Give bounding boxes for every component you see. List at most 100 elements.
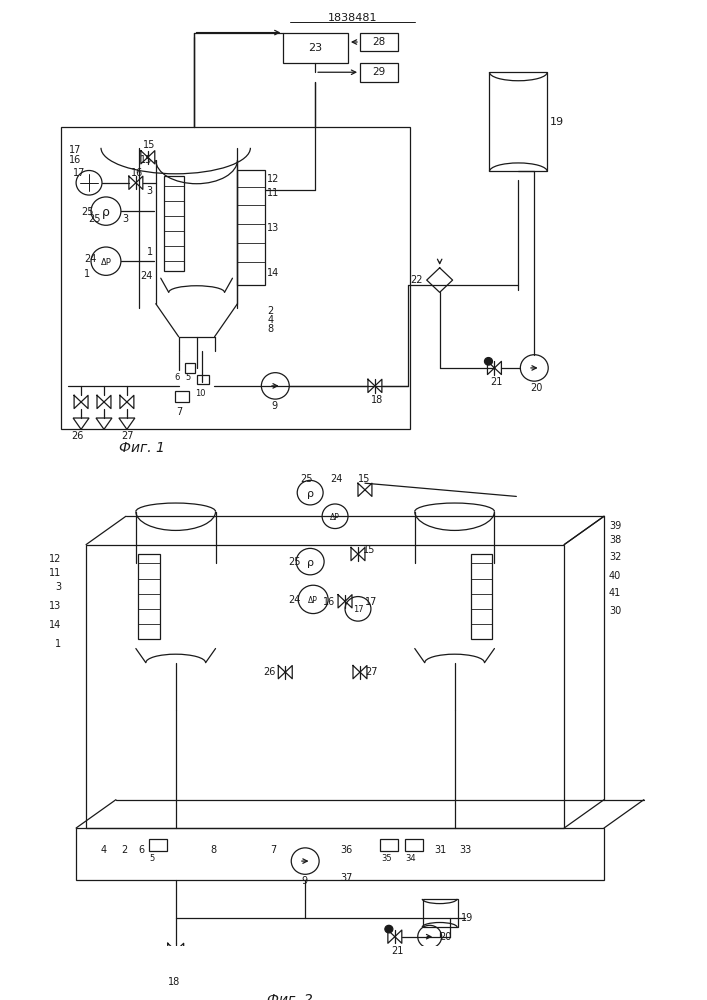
Text: 41: 41 [609,588,621,598]
Text: 18: 18 [168,977,180,987]
Text: ρ: ρ [307,558,314,568]
Text: 8: 8 [211,845,216,855]
Text: 12: 12 [49,554,61,564]
Text: 3: 3 [55,582,61,592]
Text: 20: 20 [530,383,543,393]
Bar [380,839,398,851]
Text: 13: 13 [49,601,61,611]
Text: 24: 24 [288,595,300,605]
Text: 15: 15 [143,140,156,150]
Text: 9: 9 [271,401,277,411]
Text: 7: 7 [176,407,182,417]
Circle shape [385,925,393,933]
Text: Фиг. 2: Фиг. 2 [267,993,313,1000]
Bar [138,554,160,639]
Text: 3: 3 [146,186,153,196]
Text: 1: 1 [55,639,61,649]
Bar [164,176,184,271]
Text: 25: 25 [300,474,312,484]
Bar [405,839,423,851]
Bar [148,839,167,851]
Bar [86,545,564,828]
Text: 17: 17 [353,605,363,614]
Text: 28: 28 [373,37,385,47]
Bar [76,828,604,880]
Bar [489,72,547,171]
Text: 40: 40 [609,571,621,581]
Text: ΔP: ΔP [330,513,340,522]
Text: 38: 38 [609,535,621,545]
Text: 27: 27 [121,431,134,441]
Text: 20: 20 [440,932,452,942]
Text: 3: 3 [122,214,128,224]
Text: 9: 9 [301,876,308,886]
Text: 17: 17 [73,168,86,178]
Bar [61,127,410,429]
Bar [471,554,493,639]
Text: 17: 17 [69,145,81,155]
Text: 27: 27 [365,667,378,677]
Text: Фиг. 1: Фиг. 1 [119,441,165,455]
Text: ρ: ρ [102,206,110,219]
Text: 25: 25 [81,207,93,217]
Text: 30: 30 [609,606,621,616]
Text: 37: 37 [340,873,352,883]
Text: 14: 14 [267,268,279,278]
Text: 23: 23 [308,43,322,53]
Text: 12: 12 [267,174,280,184]
Text: 16: 16 [323,597,335,607]
Text: 34: 34 [406,854,416,863]
Text: 14: 14 [49,620,61,630]
Text: 1: 1 [146,247,153,257]
Text: 15: 15 [141,155,153,165]
Text: 11: 11 [49,568,61,578]
Text: 8: 8 [267,324,274,334]
Text: 35: 35 [381,854,392,863]
Bar [360,63,398,82]
Text: 10: 10 [194,389,205,398]
Text: 19: 19 [460,913,473,923]
Text: 25: 25 [288,557,300,567]
Text: 21: 21 [391,946,403,956]
Bar [284,33,348,63]
Text: 11: 11 [267,188,279,198]
Text: 22: 22 [410,275,422,285]
Text: 15: 15 [358,474,370,484]
Text: 17: 17 [365,597,378,607]
Text: 13: 13 [267,223,279,233]
Text: 6: 6 [139,845,145,855]
Text: 18: 18 [371,395,383,405]
Text: 26: 26 [263,667,276,677]
Text: 4: 4 [101,845,107,855]
Text: 19: 19 [550,117,564,127]
Text: 2: 2 [267,306,274,316]
Text: 24: 24 [141,271,153,281]
Text: 39: 39 [609,521,621,531]
Circle shape [484,358,493,365]
Text: 16: 16 [131,168,143,178]
Bar [197,375,209,384]
Bar [360,33,398,51]
Text: 2: 2 [121,845,127,855]
Text: ρ: ρ [307,489,314,499]
Text: 6: 6 [175,373,180,382]
Text: 26: 26 [71,431,83,441]
Text: 21: 21 [491,377,503,387]
Bar [185,363,194,373]
Text: 24: 24 [330,474,342,484]
Text: 1: 1 [84,269,90,279]
Text: ΔP: ΔP [308,596,318,605]
Bar [423,899,457,927]
Text: ΔP: ΔP [100,258,112,267]
Text: 1838481: 1838481 [328,13,378,23]
Text: 7: 7 [270,845,276,855]
Bar [238,170,265,285]
Bar [175,391,189,402]
Text: 24: 24 [84,254,96,264]
Text: 32: 32 [609,552,621,562]
Text: 4: 4 [267,315,274,325]
Text: 15: 15 [363,545,375,555]
Text: 5: 5 [186,373,191,382]
Text: 5: 5 [150,854,155,863]
Text: 36: 36 [340,845,352,855]
